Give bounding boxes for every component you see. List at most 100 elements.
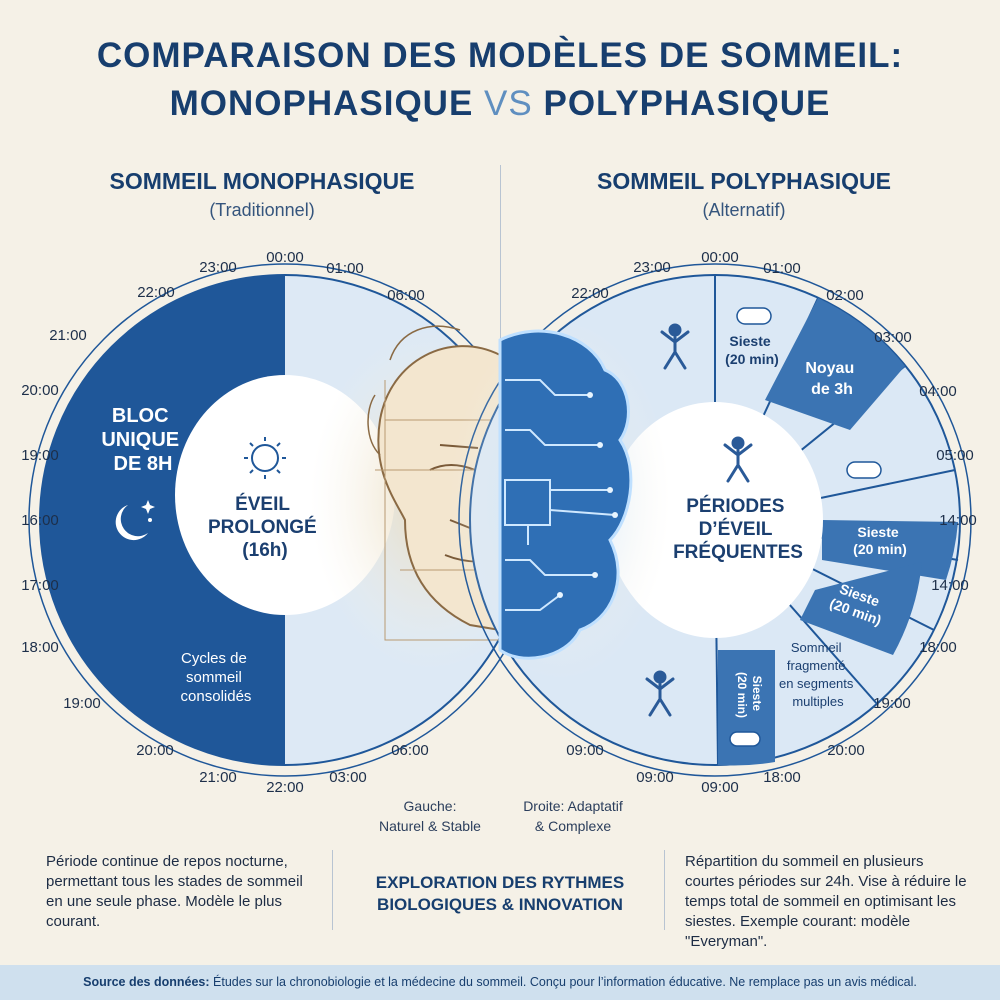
- poly-center-line1: PÉRIODES: [686, 495, 784, 517]
- mono-hour-label: 17:00: [21, 577, 59, 594]
- mono-hour-label: 20:00: [136, 742, 174, 759]
- center-note: EXPLORATION DES RYTHMES BIOLOGIQUES & IN…: [350, 872, 650, 916]
- footer-source-label: Source des données:: [83, 975, 210, 989]
- mono-hour-label: 22:00: [266, 779, 304, 796]
- poly-hour-label: 09:00: [566, 742, 604, 759]
- poly-fragment-line1: Sommeil: [791, 640, 842, 655]
- poly-sieste4-label: Sieste (20 min): [735, 672, 764, 718]
- poly-fragment-line2: fragmenté: [787, 658, 846, 673]
- mono-hour-label: 03:00: [329, 769, 367, 786]
- desc-divider-right: [664, 850, 665, 930]
- person-awake-icon: [645, 323, 753, 717]
- footer-source-text: Études sur la chronobiologie et la médec…: [213, 975, 917, 989]
- poly-hour-label: 23:00: [633, 259, 671, 276]
- poly-center-line3: FRÉQUENTES: [673, 541, 803, 563]
- moon-stars-icon: [115, 500, 155, 541]
- mono-hour-label: 22:00: [137, 284, 175, 301]
- mono-block-line1: BLOC: [112, 405, 169, 427]
- center-note-line2: BIOLOGIQUES & INNOVATION: [377, 895, 623, 914]
- poly-sieste1-line1: Sieste: [729, 333, 770, 349]
- poly-hour-label: 05:00: [936, 447, 974, 464]
- poly-noyau-label: Noyau de 3h: [805, 360, 858, 398]
- mono-subheading: (Traditionnel): [209, 200, 315, 220]
- mono-cycles-label: Cycles de sommeil consolidés: [181, 650, 252, 705]
- main-title-line1: COMPARAISON DES MODÈLES DE SOMMEIL:: [96, 36, 904, 75]
- mono-hour-label: 23:00: [199, 259, 237, 276]
- poly-hour-label: 01:00: [763, 260, 801, 277]
- center-note-line1: EXPLORATION DES RYTHMES: [375, 873, 625, 892]
- poly-hour-label: 18:00: [919, 639, 957, 656]
- mono-cycles-line1: Cycles de: [181, 650, 247, 667]
- footer: Source des données: Études sur la chrono…: [0, 965, 1000, 1000]
- poly-noyau-line1: Noyau: [805, 360, 854, 377]
- mono-center-label: ÉVEIL PROLONGÉ (16h): [208, 493, 322, 561]
- mono-hour-label: 21:00: [199, 769, 237, 786]
- mono-caption: Gauche: Naturel & Stable: [370, 796, 490, 836]
- poly-hour-label: 14:00: [931, 577, 969, 594]
- mono-hour-label: 00:00: [266, 249, 304, 266]
- mono-caption-line2: Naturel & Stable: [379, 818, 481, 834]
- mono-hour-label: 06:00: [387, 287, 425, 304]
- poly-noyau-segment: [765, 298, 905, 430]
- poly-hour-label: 18:00: [763, 769, 801, 786]
- poly-caption: Droite: Adaptatif & Complexe: [508, 796, 638, 836]
- poly-sieste3-segment: [800, 562, 922, 655]
- mono-center-line1: ÉVEIL: [235, 493, 290, 515]
- title-poly: POLYPHASIQUE: [543, 84, 831, 123]
- mono-hour-label: 16:00: [21, 512, 59, 529]
- mono-hour-label: 19:00: [21, 447, 59, 464]
- poly-hour-label: 09:00: [636, 769, 674, 786]
- poly-hour-label: 02:00: [826, 287, 864, 304]
- poly-noyau-line2: de 3h: [811, 381, 853, 398]
- poly-hour-label: 00:00: [701, 249, 739, 266]
- poly-description: Répartition du sommeil en plusieurs cour…: [685, 853, 967, 950]
- poly-center-line2: D’ÉVEIL: [699, 518, 773, 540]
- poly-hour-label: 22:00: [571, 285, 609, 302]
- mono-heading: SOMMEIL MONOPHASIQUE: [109, 168, 415, 194]
- mono-block-line2: UNIQUE: [101, 429, 179, 451]
- poly-sieste2-label: Sieste (20 min): [853, 524, 907, 557]
- mono-caption-line1: Gauche:: [403, 798, 457, 814]
- main-title-line2: MONOPHASIQUE VS POLYPHASIQUE: [0, 84, 1000, 124]
- poly-heading: SOMMEIL POLYPHASIQUE: [597, 168, 891, 194]
- brain-circuit-icon: [450, 320, 670, 680]
- poly-hour-label: 04:00: [919, 383, 957, 400]
- mono-hour-label: 18:00: [21, 639, 59, 656]
- sleep-mask-icon: [729, 307, 882, 747]
- poly-sieste2-line2: (20 min): [853, 541, 907, 557]
- poly-sieste2-line1: Sieste: [857, 524, 898, 540]
- mono-center-line3: (16h): [242, 540, 287, 561]
- mono-description: Période continue de repos nocturne, perm…: [46, 853, 303, 930]
- sun-icon: [244, 437, 286, 479]
- mono-hour-labels: 00:00 01:00 06:00 06:00 03:00 22:00 21:00 20:00…: [21, 249, 429, 796]
- mono-hour-label: 19:00: [63, 695, 101, 712]
- mono-block-line3: DE 8H: [114, 453, 173, 475]
- mono-hour-label: 20:00: [21, 382, 59, 399]
- mono-hour-label: 01:00: [326, 260, 364, 277]
- mono-hour-label: 06:00: [391, 742, 429, 759]
- title-mono: MONOPHASIQUE: [169, 84, 474, 123]
- poly-subheading: (Alternatif): [702, 200, 786, 220]
- poly-fragment-label: Sommeil fragmenté en segments multiples: [779, 640, 857, 709]
- mono-cycles-line2: sommeil: [186, 669, 242, 686]
- mono-block-label: BLOC UNIQUE DE 8H: [101, 405, 184, 475]
- mono-cycles-line3: consolidés: [181, 688, 252, 705]
- poly-caption-line1: Droite: Adaptatif: [523, 798, 623, 814]
- poly-hour-label: 09:00: [701, 779, 739, 796]
- mono-hour-label: 21:00: [49, 327, 87, 344]
- poly-fragment-line4: multiples: [792, 694, 844, 709]
- poly-hour-label: 19:00: [873, 695, 911, 712]
- poly-sieste1-line2: (20 min): [725, 351, 779, 367]
- poly-caption-line2: & Complexe: [534, 818, 612, 834]
- poly-sieste1-label: Sieste (20 min): [725, 333, 779, 367]
- poly-hour-label: 20:00: [827, 742, 865, 759]
- poly-sieste4-line1: Sieste: [750, 676, 764, 712]
- section-divider: [500, 165, 501, 425]
- poly-hour-labels: 00:00 01:00 02:00 03:00 04:00 05:00 14:00 14:00…: [566, 249, 977, 796]
- poly-fragment-line3: en segments: [779, 676, 854, 691]
- poly-sieste4-line2: (20 min): [735, 672, 749, 718]
- poly-hour-label: 03:00: [874, 329, 912, 346]
- poly-sieste2-segment: [822, 520, 958, 580]
- desc-divider-left: [332, 850, 333, 930]
